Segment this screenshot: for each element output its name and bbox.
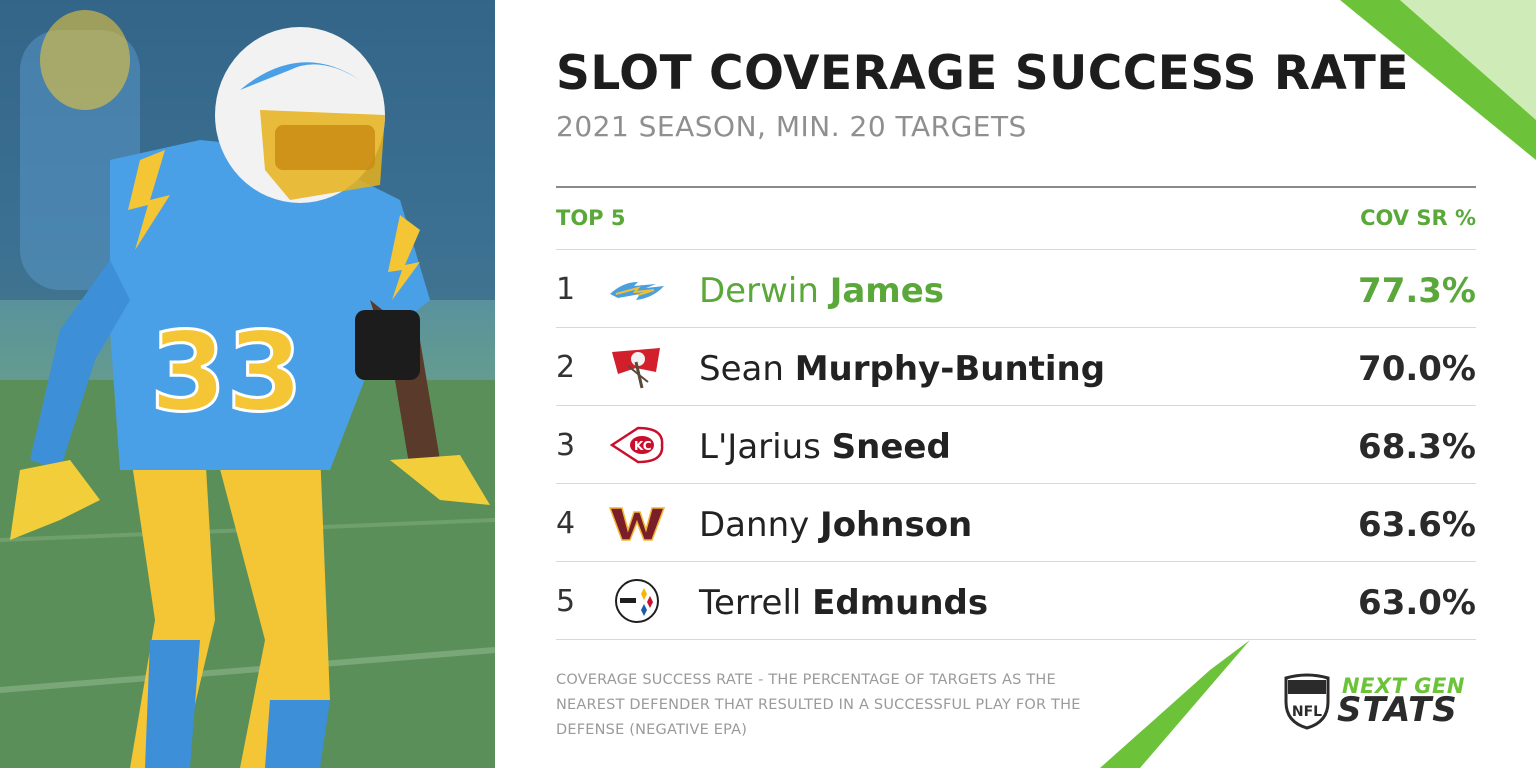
player-photo: 33 [0, 0, 495, 768]
jersey-number: 33 [150, 308, 303, 436]
table-row: 4 Danny Johnson 63.6% [556, 483, 1476, 561]
table-row: 1 Derwin James 77.3% [556, 249, 1476, 327]
accent-stripe-top [1340, 0, 1536, 160]
rank-number: 1 [556, 272, 576, 307]
table-row: 3 KC L'Jarius Sneed 68.3% [556, 405, 1476, 483]
rank-number: 3 [556, 428, 576, 463]
chargers-bolt-icon [610, 282, 664, 300]
steelers-logo-icon [615, 579, 659, 623]
player-first-name: L'Jarius [699, 427, 821, 467]
player-name: Danny Johnson [699, 505, 972, 545]
player-first-name: Terrell [699, 583, 802, 623]
accent-stripe-bottom [1100, 640, 1250, 768]
column-header-value: COV SR % [1360, 206, 1476, 230]
table-row: 5 Terrell Edmunds 63.0% [556, 561, 1476, 640]
next-gen-stats-logo: NFL NEXT GEN STATS [1282, 670, 1482, 730]
column-header-rank: TOP 5 [556, 206, 626, 230]
player-last-name: Edmunds [812, 583, 989, 623]
player-name: Sean Murphy-Bunting [699, 349, 1105, 389]
coverage-rate-value: 68.3% [1358, 427, 1476, 467]
rank-number: 2 [556, 350, 576, 385]
player-name: Terrell Edmunds [699, 583, 988, 623]
brand-line-1: NEXT GEN [1342, 674, 1465, 698]
coverage-rate-value: 63.6% [1358, 505, 1476, 545]
page-subtitle: 2021 SEASON, MIN. 20 TARGETS [556, 110, 1027, 143]
player-last-name: Sneed [831, 427, 951, 467]
coverage-rate-value: 70.0% [1358, 349, 1476, 389]
page-title: SLOT COVERAGE SUCCESS RATE [556, 46, 1409, 101]
rank-number: 5 [556, 584, 576, 619]
definition-footnote: COVERAGE SUCCESS RATE - THE PERCENTAGE O… [556, 672, 1081, 738]
svg-text:KC: KC [634, 439, 652, 453]
brand-line-2: STATS [1337, 690, 1458, 730]
player-first-name: Derwin [699, 271, 819, 311]
player-last-name: Murphy-Bunting [794, 349, 1106, 389]
buccaneers-flag-icon [612, 348, 660, 389]
player-last-name: Johnson [820, 505, 973, 545]
player-first-name: Sean [699, 349, 784, 389]
player-illustration: 33 [0, 0, 495, 768]
player-name: L'Jarius Sneed [699, 427, 951, 467]
leaderboard-table: 1 Derwin James 77.3% 2 Sean Murphy-Bunti… [556, 249, 1476, 640]
chiefs-arrowhead-icon: KC [609, 426, 664, 464]
player-name: Derwin James [699, 271, 944, 311]
player-last-name: James [829, 271, 945, 311]
header-divider [556, 186, 1476, 188]
rank-number: 4 [556, 506, 576, 541]
nfl-shield-text: NFL [1292, 704, 1322, 720]
table-row: 2 Sean Murphy-Bunting 70.0% [556, 327, 1476, 405]
washington-w-icon [608, 507, 666, 541]
nfl-shield-icon: NFL [1284, 673, 1330, 730]
coverage-rate-value: 77.3% [1358, 271, 1476, 311]
coverage-rate-value: 63.0% [1358, 583, 1476, 623]
player-first-name: Danny [699, 505, 810, 545]
